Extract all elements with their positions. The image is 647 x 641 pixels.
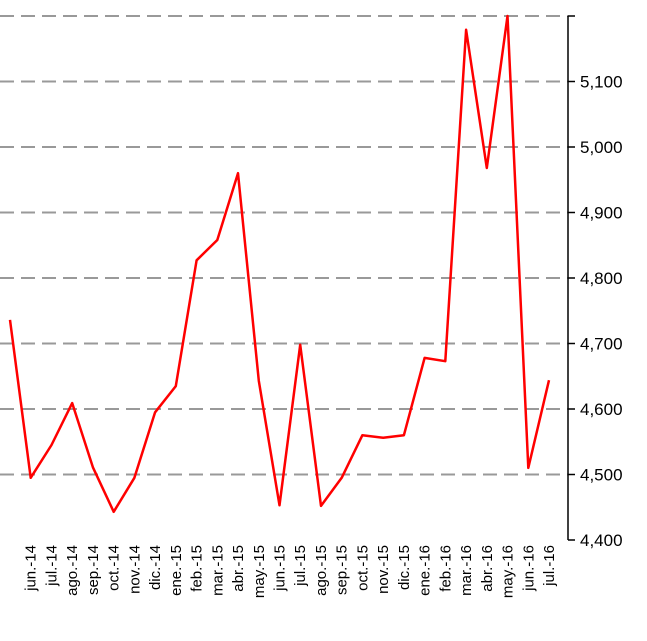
x-tick-label: abr.-15 — [230, 545, 247, 592]
x-tick-label: nov.-15 — [375, 545, 392, 594]
x-tick-label: ago.-14 — [64, 545, 81, 596]
x-tick-label: mar.-15 — [209, 545, 226, 596]
x-tick-label: may.-15 — [251, 545, 268, 598]
x-tick-label: sep.-15 — [334, 545, 351, 595]
line-series — [8, 14, 551, 514]
y-tick-label: 4,400 — [580, 531, 623, 550]
x-tick-label: dic.-14 — [147, 545, 164, 590]
x-tick-label: jul.-16 — [541, 545, 558, 587]
x-tick-label: jun.-16 — [520, 545, 537, 592]
x-tick-label: oct.-15 — [354, 545, 371, 591]
y-tick-label: 5,100 — [580, 73, 623, 92]
x-tick-label: feb.-16 — [437, 545, 454, 592]
x-tick-label: ago.-15 — [313, 545, 330, 596]
y-tick-label: 4,700 — [580, 335, 623, 354]
x-tick-label: abr.-16 — [479, 545, 496, 592]
y-tick-label: 4,600 — [580, 400, 623, 419]
y-tick-label: 5,000 — [580, 138, 623, 157]
x-tick-label: mar.-16 — [458, 545, 475, 596]
x-tick-label: may.-16 — [500, 545, 517, 598]
x-tick-label: sep.-14 — [85, 545, 102, 595]
x-tick-label: nov.-14 — [126, 545, 143, 594]
x-tick-label: ene.-16 — [417, 545, 434, 596]
x-tick-label: jun.-15 — [272, 545, 289, 592]
y-tick-label: 4,500 — [580, 466, 623, 485]
x-tick-label: jul.-14 — [43, 545, 60, 587]
y-tick-label: 4,900 — [580, 204, 623, 223]
x-tick-label: dic.-15 — [396, 545, 413, 590]
x-tick-label: ene.-15 — [168, 545, 185, 596]
x-tick-label: feb.-15 — [189, 545, 206, 592]
y-tick-label: 4,800 — [580, 269, 623, 288]
x-tick-label: oct.-14 — [106, 545, 123, 591]
x-tick-label: jul.-15 — [292, 545, 309, 587]
plot-area — [8, 14, 551, 514]
x-tick-label: jun.-14 — [23, 545, 40, 592]
